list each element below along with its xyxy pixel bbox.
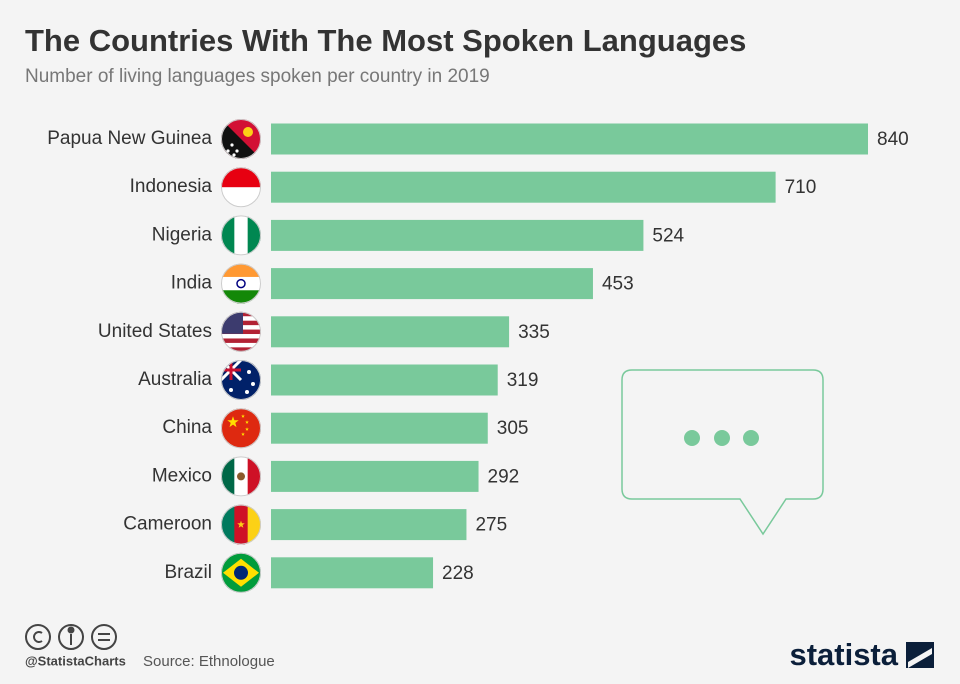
category-label: Nigeria	[152, 224, 213, 245]
value-label: 305	[497, 418, 529, 439]
category-label: Mexico	[152, 465, 212, 486]
flag-part	[237, 520, 245, 528]
chart-title: The Countries With The Most Spoken Langu…	[25, 23, 746, 58]
speech-bubble	[621, 369, 824, 536]
value-label: 453	[602, 274, 634, 295]
category-label: Papua New Guinea	[47, 128, 212, 149]
value-label: 840	[877, 129, 909, 150]
bar	[271, 171, 776, 203]
flag-outline	[221, 119, 261, 159]
flag	[221, 408, 261, 449]
value-label: 275	[475, 515, 507, 536]
bar	[271, 364, 498, 396]
value-label: 710	[785, 177, 817, 198]
category-label: United States	[98, 321, 212, 342]
footer-handle: @StatistaCharts	[25, 653, 126, 668]
flag	[221, 167, 261, 208]
flag	[221, 552, 261, 593]
flag-part	[236, 278, 246, 289]
flag	[221, 119, 261, 159]
value-label: 335	[518, 322, 550, 343]
brand-icon	[906, 642, 934, 668]
flag-part	[221, 167, 261, 188]
flag-part	[221, 408, 261, 449]
bar	[271, 123, 868, 155]
flag-part	[221, 347, 261, 352]
flag-part	[221, 334, 261, 339]
flag-part	[245, 390, 249, 394]
flag-outline	[221, 263, 261, 304]
flag	[221, 311, 261, 352]
category-label: India	[171, 273, 213, 294]
flag-part	[234, 565, 248, 580]
category-label: Cameroon	[123, 514, 212, 535]
flag-part	[221, 119, 261, 159]
flag-part	[234, 215, 249, 256]
bar	[271, 268, 593, 300]
flag-part	[232, 153, 236, 157]
flag-part	[221, 187, 261, 208]
bar	[271, 316, 510, 348]
flag-outline	[221, 167, 261, 208]
bar	[271, 557, 434, 589]
category-label: China	[162, 417, 212, 438]
value-label: 292	[488, 466, 520, 487]
category-label: Brazil	[164, 562, 212, 583]
bar	[271, 509, 467, 541]
flag-outline	[221, 408, 261, 449]
flag-outline	[221, 504, 261, 545]
bar	[271, 460, 479, 492]
flag-part	[235, 149, 239, 153]
flag-part	[230, 143, 234, 147]
bar	[271, 219, 644, 251]
flag-part	[237, 472, 245, 481]
flag-outline	[221, 311, 261, 352]
flag-part	[221, 342, 261, 348]
flag-part	[241, 432, 245, 436]
category-label: Indonesia	[130, 176, 213, 197]
flag-outline	[221, 552, 261, 593]
flag-part	[251, 382, 255, 386]
flag-part	[243, 127, 253, 137]
category-label: Australia	[138, 369, 212, 390]
flag-part	[245, 420, 249, 424]
brand-logo: statista	[789, 637, 898, 672]
flag-outline	[221, 456, 261, 497]
flag-part	[226, 149, 230, 153]
license-icons	[25, 624, 117, 650]
flag-part	[221, 276, 261, 291]
flag-part	[247, 370, 251, 374]
flag-outline	[221, 360, 261, 400]
flag-part	[221, 338, 261, 344]
value-label: 228	[442, 563, 474, 584]
flag-part	[241, 414, 245, 418]
bar	[271, 412, 488, 444]
flag-part	[227, 416, 239, 428]
flag-outline	[221, 215, 261, 256]
chart-subtitle: Number of living languages spoken per co…	[25, 66, 490, 87]
value-label: 524	[652, 225, 684, 246]
flag-part	[229, 388, 233, 392]
footer-source: Source: Ethnologue	[143, 653, 275, 670]
flag-part	[245, 427, 249, 431]
value-label: 319	[507, 370, 539, 391]
